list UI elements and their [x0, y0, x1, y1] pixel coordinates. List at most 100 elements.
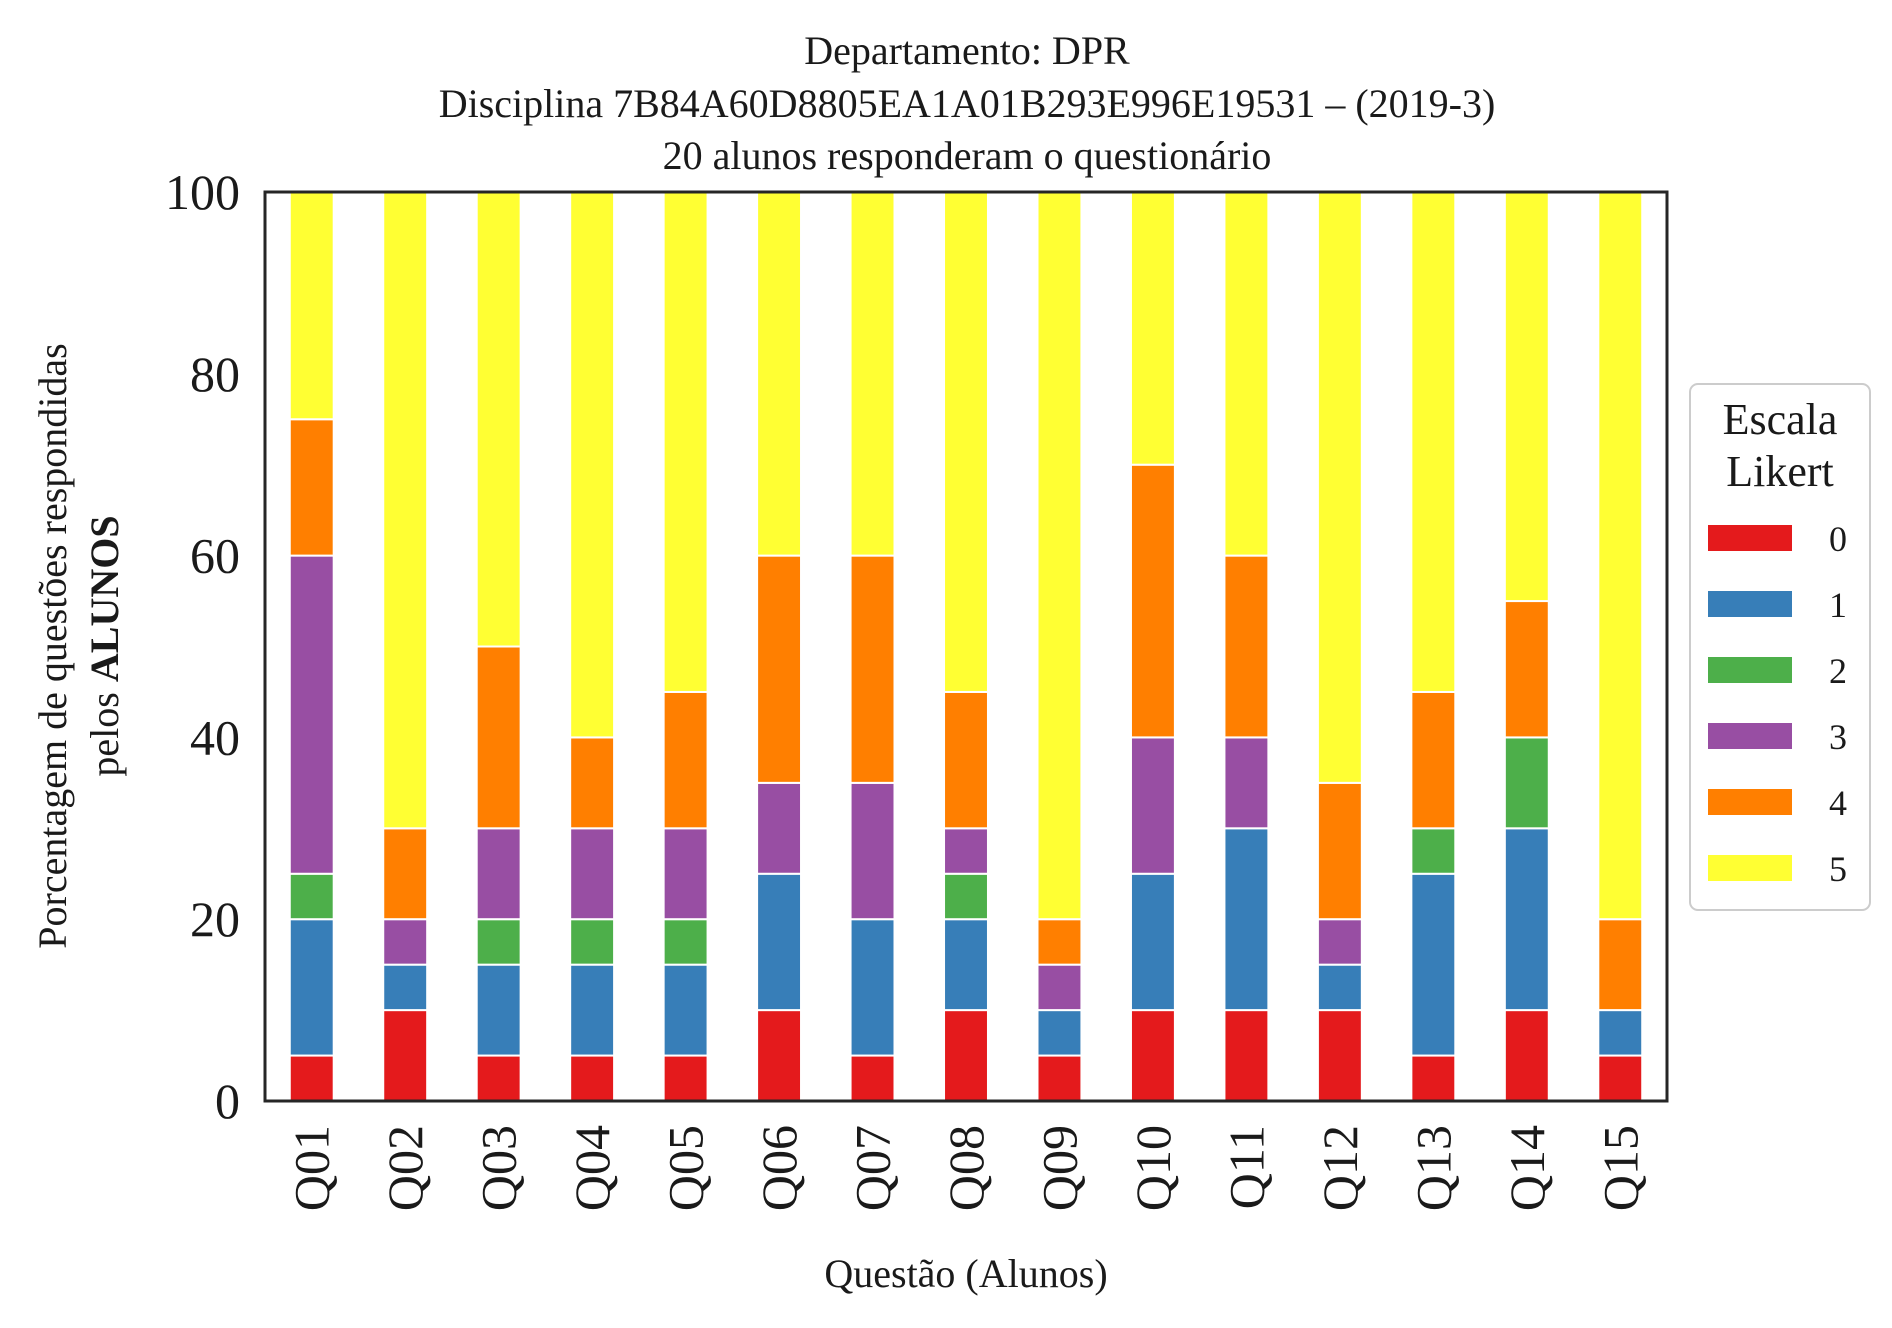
x-tick-label-q06: Q06 [751, 1125, 807, 1211]
y-tick-label-100: 100 [165, 164, 240, 220]
bar-q12-level-5 [1316, 191, 1363, 784]
y-axis-ticks: 0 20 40 60 80 100 [165, 164, 240, 1129]
bar-q13-level-5 [1410, 191, 1457, 693]
bar-q07-level-1 [849, 918, 896, 1057]
legend-swatch-2 [1708, 657, 1792, 683]
legend-swatch-5 [1708, 855, 1792, 881]
plot-frame [263, 190, 1669, 1103]
bars-layer [288, 191, 1644, 1103]
bar-q13-level-2 [1410, 827, 1457, 875]
y-axis-label-line-2: pelos ALUNOS [82, 515, 127, 776]
bar-q02-level-1 [382, 963, 429, 1012]
bar-q06-level-0 [756, 1009, 803, 1102]
y-tick-label-20: 20 [190, 891, 240, 947]
bar-q09-level-4 [1036, 918, 1083, 966]
x-tick-label-q10: Q10 [1125, 1125, 1181, 1211]
bar-q03-level-5 [475, 191, 522, 648]
bar-q03-level-1 [475, 963, 522, 1057]
bar-q15-level-5 [1597, 191, 1644, 921]
y-axis-label-prefix: pelos [82, 682, 127, 776]
bar-q14-level-4 [1503, 600, 1550, 739]
bar-q08-level-0 [943, 1009, 989, 1102]
bar-q06-level-3 [756, 781, 803, 875]
legend-label-0: 0 [1829, 519, 1847, 559]
bar-q11-level-4 [1223, 554, 1270, 739]
bar-q15-level-1 [1597, 1009, 1644, 1057]
bar-q09-level-0 [1036, 1054, 1083, 1103]
bar-q02-level-5 [382, 191, 429, 830]
bar-q05-level-3 [662, 827, 709, 921]
bar-q02-level-0 [382, 1009, 429, 1102]
x-tick-label-q13: Q13 [1405, 1125, 1461, 1211]
bar-q10-level-1 [1129, 872, 1176, 1012]
bar-q13-level-1 [1410, 872, 1457, 1057]
bar-q07-level-4 [849, 554, 896, 784]
bar-q09-level-5 [1036, 191, 1083, 921]
bar-q12-level-1 [1316, 963, 1363, 1012]
x-tick-label-q11: Q11 [1218, 1125, 1274, 1209]
bar-q07-level-3 [849, 781, 896, 921]
x-tick-label-q14: Q14 [1499, 1125, 1555, 1211]
bar-q03-level-4 [475, 645, 522, 830]
bar-q04-level-4 [569, 736, 616, 830]
legend-label-3: 3 [1829, 717, 1847, 757]
bar-q13-level-4 [1410, 690, 1457, 830]
bar-q04-level-1 [569, 963, 616, 1057]
bar-q10-level-5 [1129, 191, 1176, 466]
x-tick-label-q15: Q15 [1592, 1125, 1648, 1211]
x-tick-label-q01: Q01 [284, 1125, 340, 1211]
legend-swatch-4 [1708, 789, 1792, 815]
bar-q05-level-5 [662, 191, 709, 693]
bar-q06-level-1 [756, 872, 803, 1012]
x-axis-ticks: Q01 Q02 Q03 Q04 Q05 Q06 Q07 Q08 Q09 Q10 Q11 Q12 Q13 Q… [284, 1125, 1649, 1211]
bar-q09-level-1 [1036, 1009, 1083, 1057]
y-tick-label-60: 60 [190, 528, 240, 584]
legend-swatch-3 [1708, 723, 1792, 749]
y-axis-label-bold: ALUNOS [82, 515, 127, 682]
legend-items: 0 1 2 3 4 5 [1708, 519, 1847, 889]
bar-q08-level-4 [943, 690, 989, 830]
x-axis-label: Questão (Alunos) [824, 1251, 1107, 1296]
bar-q15-level-0 [1597, 1054, 1644, 1103]
y-axis-label-line-1: Porcentagem de questões respondidas [30, 343, 75, 948]
legend-label-1: 1 [1829, 585, 1847, 625]
chart-title-line-2: Disciplina 7B84A60D8805EA1A01B293E996E19… [439, 81, 1496, 126]
chart-title-line-3: 20 alunos responderam o questionário [663, 133, 1272, 178]
bar-q05-level-0 [662, 1054, 709, 1103]
bar-q01-level-2 [288, 872, 335, 921]
bar-q02-level-3 [382, 918, 429, 966]
bar-q08-level-1 [943, 918, 989, 1012]
bar-q02-level-4 [382, 827, 429, 921]
bar-q10-level-0 [1129, 1009, 1176, 1102]
bar-q12-level-3 [1316, 918, 1363, 966]
y-tick-label-40: 40 [190, 709, 240, 765]
bar-q06-level-5 [756, 191, 803, 557]
bar-q04-level-2 [569, 918, 616, 966]
bar-q11-level-3 [1223, 736, 1270, 830]
bar-q05-level-1 [662, 963, 709, 1057]
bar-q03-level-2 [475, 918, 522, 966]
bar-q14-level-2 [1503, 736, 1550, 830]
bar-q04-level-0 [569, 1054, 616, 1103]
bar-q01-level-5 [288, 191, 335, 421]
chart-title-line-1: Departamento: DPR [804, 28, 1130, 73]
bar-q08-level-5 [943, 191, 989, 693]
x-tick-label-q08: Q08 [938, 1125, 994, 1211]
bar-q03-level-0 [475, 1054, 522, 1103]
bar-q01-level-0 [288, 1054, 335, 1103]
bar-q08-level-3 [943, 827, 989, 875]
bar-q09-level-3 [1036, 963, 1083, 1012]
bar-q07-level-0 [849, 1054, 896, 1103]
legend-title-line-1: Escala [1723, 395, 1838, 444]
x-tick-label-q04: Q04 [564, 1125, 620, 1211]
x-tick-label-q07: Q07 [845, 1125, 901, 1211]
bar-q12-level-0 [1316, 1009, 1363, 1102]
bar-q10-level-4 [1129, 463, 1176, 739]
legend-title-line-2: Likert [1726, 447, 1834, 496]
bar-q08-level-2 [943, 872, 989, 921]
legend: Escala Likert 0 1 2 3 4 5 [1689, 383, 1871, 911]
legend-label-2: 2 [1829, 651, 1847, 691]
bar-q01-level-1 [288, 918, 335, 1057]
